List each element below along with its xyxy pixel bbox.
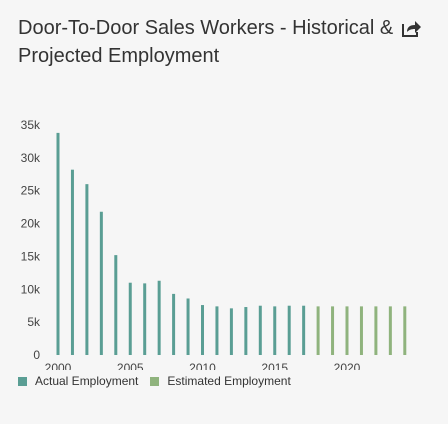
- bar-chart: 0 5k 10k 15k 20k 25k 30k 35k 2000 2005 2010 2015 202…: [21, 118, 407, 370]
- legend-label-estimated: Estimated Employment: [167, 374, 291, 388]
- bar-actual-2000[interactable]: [56, 132, 60, 355]
- bar-actual-2004[interactable]: [114, 255, 118, 355]
- bar-actual-2007[interactable]: [157, 280, 161, 355]
- x-tick-label: 2015: [261, 361, 288, 370]
- bar-estimated-2020[interactable]: [345, 306, 349, 355]
- legend-item-estimated[interactable]: Estimated Employment: [150, 374, 291, 388]
- x-tick-label: 2005: [117, 361, 144, 370]
- bar-estimated-2023[interactable]: [388, 306, 392, 355]
- y-tick-label: 5k: [27, 315, 41, 329]
- bar-actual-2015[interactable]: [273, 306, 277, 355]
- bar-actual-2001[interactable]: [70, 169, 74, 355]
- y-tick-label: 30k: [21, 151, 41, 165]
- bar-actual-2014[interactable]: [258, 305, 262, 355]
- bar-estimated-2019[interactable]: [331, 306, 335, 355]
- y-tick-label: 15k: [21, 249, 41, 263]
- bar-estimated-2018[interactable]: [316, 306, 320, 355]
- y-tick-label: 0: [33, 348, 40, 362]
- bar-estimated-2024[interactable]: [403, 306, 407, 355]
- y-tick-label: 25k: [21, 184, 41, 198]
- chart-title: Door-To-Door Sales Workers - Historical …: [18, 17, 394, 67]
- legend-swatch-estimated: [150, 376, 160, 386]
- bar-actual-2002[interactable]: [85, 184, 89, 355]
- y-tick-label: 35k: [21, 118, 41, 132]
- bar-actual-2017[interactable]: [302, 305, 306, 355]
- y-tick-label: 10k: [21, 282, 41, 296]
- x-tick-label: 2010: [189, 361, 216, 370]
- legend-label-actual: Actual Employment: [35, 374, 139, 388]
- share-button[interactable]: [401, 18, 423, 38]
- x-tick-label: 2020: [334, 361, 361, 370]
- chart-legend: Actual Employment Estimated Employment: [18, 372, 303, 390]
- bar-actual-2010[interactable]: [201, 305, 204, 355]
- bar-estimated-2021[interactable]: [359, 306, 363, 355]
- x-tick-label: 2000: [45, 361, 72, 370]
- bar-actual-2016[interactable]: [287, 305, 291, 355]
- bar-estimated-2022[interactable]: [374, 306, 378, 355]
- bar-actual-2005[interactable]: [128, 282, 132, 355]
- bar-actual-2006[interactable]: [143, 283, 147, 355]
- bar-actual-2012[interactable]: [229, 308, 233, 355]
- bar-actual-2008[interactable]: [172, 293, 176, 355]
- legend-item-actual[interactable]: Actual Employment: [18, 374, 138, 388]
- y-tick-label: 20k: [21, 217, 41, 231]
- bar-actual-2003[interactable]: [99, 211, 103, 355]
- bar-actual-2011[interactable]: [215, 306, 219, 355]
- bar-actual-2009[interactable]: [186, 298, 190, 355]
- legend-swatch-actual: [18, 376, 27, 386]
- share-arrow-icon: [402, 21, 421, 37]
- bar-actual-2013[interactable]: [244, 307, 248, 355]
